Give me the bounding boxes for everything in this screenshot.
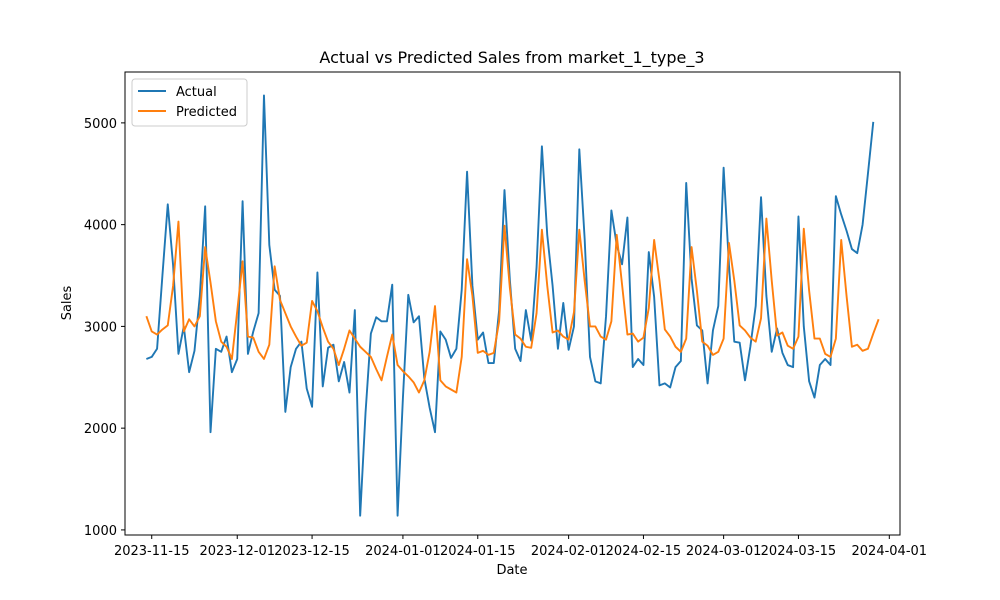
y-axis: 1000 2000 3000 4000 5000 bbox=[84, 117, 125, 539]
chart-title: Actual vs Predicted Sales from market_1_… bbox=[319, 48, 704, 68]
legend: Actual Predicted bbox=[131, 78, 248, 127]
x-tick-label: 2024-02-15 bbox=[606, 544, 682, 559]
x-axis-label: Date bbox=[496, 563, 527, 578]
y-tick-label: 3000 bbox=[84, 320, 117, 335]
axes-frame bbox=[124, 71, 901, 536]
series-layer bbox=[145, 94, 880, 517]
y-axis-label: Sales bbox=[60, 285, 75, 320]
y-tick-label: 5000 bbox=[84, 117, 117, 132]
y-tick-label: 4000 bbox=[84, 219, 117, 234]
x-tick-label: 2024-03-15 bbox=[761, 544, 837, 559]
legend-predicted-label: Predicted bbox=[176, 105, 237, 120]
x-tick-label: 2023-11-15 bbox=[114, 544, 190, 559]
legend-actual-label: Actual bbox=[176, 85, 217, 100]
y-tick-label: 2000 bbox=[84, 422, 117, 437]
x-tick-label: 2024-04-01 bbox=[852, 544, 928, 559]
plot-area bbox=[124, 71, 901, 536]
x-tick-label: 2024-01-01 bbox=[365, 544, 441, 559]
x-tick-label: 2024-03-01 bbox=[686, 544, 762, 559]
x-tick-label: 2024-01-15 bbox=[440, 544, 516, 559]
x-tick-label: 2023-12-01 bbox=[199, 544, 275, 559]
x-axis: 2023-11-15 2023-12-01 2023-12-15 2024-01-01… bbox=[114, 535, 927, 559]
y-tick-label: 1000 bbox=[84, 524, 117, 539]
x-tick-label: 2024-02-01 bbox=[531, 544, 607, 559]
series-line-predicted bbox=[145, 217, 880, 394]
x-tick-label: 2023-12-15 bbox=[274, 544, 350, 559]
